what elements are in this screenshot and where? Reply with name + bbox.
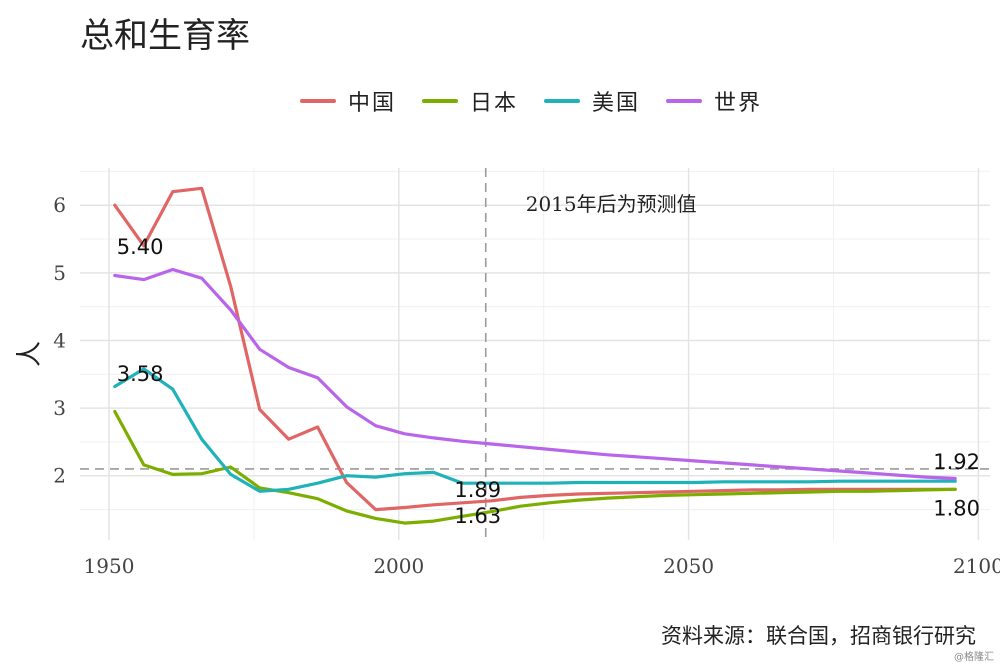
series-line-2 xyxy=(113,367,957,493)
chart-legend: 中国 日本 美国 世界 xyxy=(300,86,762,116)
x-tick-label: 2050 xyxy=(663,554,714,578)
x-tick-label: 2100 xyxy=(953,554,1000,578)
data-label: 3.58 xyxy=(117,362,164,386)
y-tick-label: 2 xyxy=(53,464,66,488)
y-tick-label: 5 xyxy=(53,261,66,285)
legend-item-china: 中国 xyxy=(300,85,396,117)
x-tick-label: 2000 xyxy=(373,554,424,578)
y-axis-label: 人 xyxy=(15,341,45,367)
y-tick-label: 3 xyxy=(53,396,66,420)
legend-item-japan: 日本 xyxy=(422,85,518,117)
series-line-0 xyxy=(113,186,957,512)
legend-label: 美国 xyxy=(592,91,641,116)
legend-swatch xyxy=(544,99,581,103)
data-label: 5.40 xyxy=(117,235,164,259)
legend-swatch xyxy=(666,99,703,103)
data-label: 1.63 xyxy=(454,504,501,528)
legend-item-world: 世界 xyxy=(666,85,762,117)
data-label: 1.89 xyxy=(454,478,501,502)
legend-label: 世界 xyxy=(714,91,763,116)
legend-swatch xyxy=(300,99,336,103)
plot-panel xyxy=(80,168,990,540)
watermark: @格隆汇 xyxy=(954,652,994,663)
legend-label: 日本 xyxy=(470,91,519,116)
y-tick-label: 4 xyxy=(53,328,66,352)
legend-swatch xyxy=(422,99,459,103)
series-line-3 xyxy=(113,267,957,481)
forecast-annotation: 2015年后为预测值 xyxy=(526,192,697,216)
data-label: 1.80 xyxy=(933,496,980,520)
legend-label: 中国 xyxy=(348,91,397,116)
data-label: 1.92 xyxy=(933,450,980,474)
y-tick-label: 6 xyxy=(53,193,66,217)
chart-title: 总和生育率 xyxy=(80,16,250,56)
series-line-1 xyxy=(113,409,957,525)
legend-item-usa: 美国 xyxy=(544,85,640,117)
source-note: 资料来源：联合国，招商银行研究 xyxy=(661,624,976,648)
x-tick-label: 1950 xyxy=(84,554,135,578)
